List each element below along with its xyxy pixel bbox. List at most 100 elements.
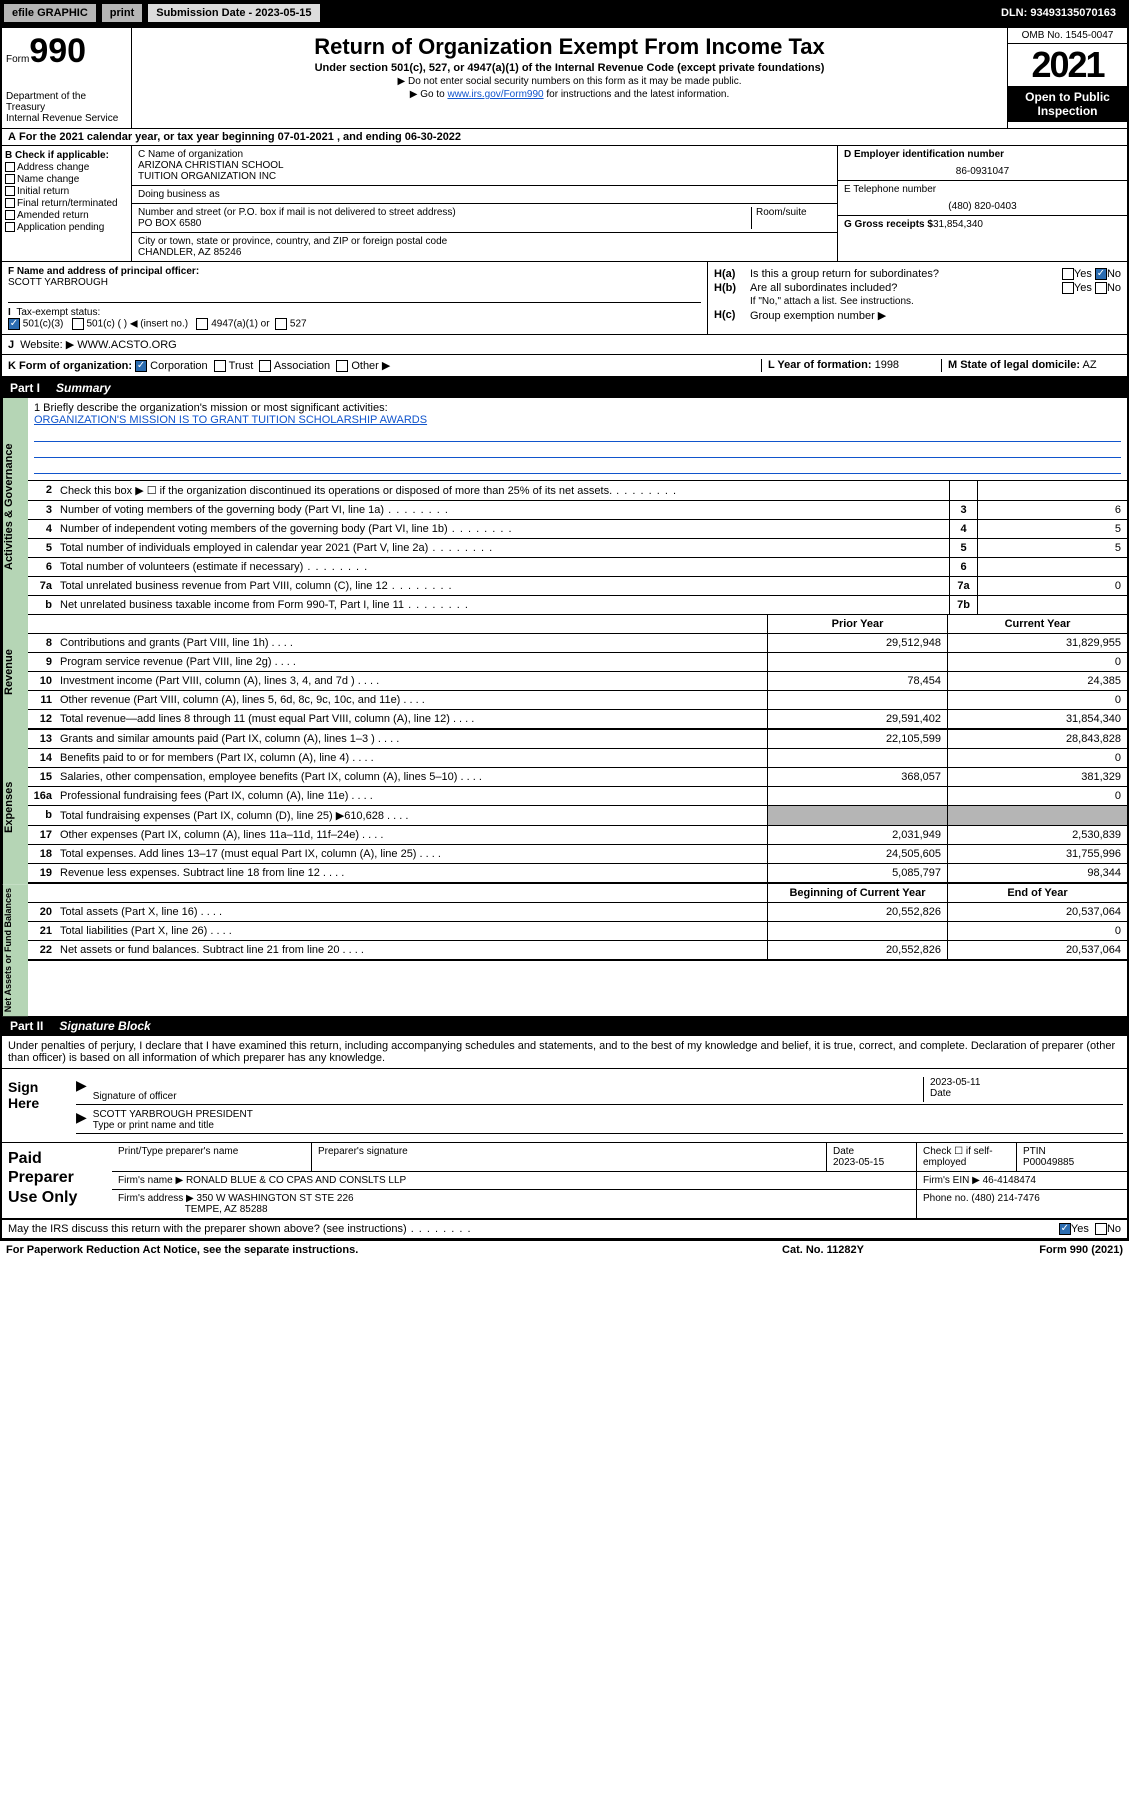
efile-button[interactable]: efile GRAPHIC [3,3,97,23]
prior-year-val: 368,057 [767,768,947,786]
row-text: Total assets (Part X, line 16) [56,903,767,921]
cb-other[interactable] [336,360,348,372]
sig-arrow-icon: ▶ [76,1077,87,1102]
vtab-revenue: Revenue [2,615,28,730]
row-value: 5 [977,539,1127,557]
current-year-val: 2,530,839 [947,826,1127,844]
row-text: Number of independent voting members of … [56,520,949,538]
prior-year-val: 29,512,948 [767,634,947,652]
form-number: 990 [29,32,86,70]
sig-arrow2-icon: ▶ [76,1109,87,1131]
row-num: 16a [28,787,56,805]
cb-final-return[interactable] [5,198,15,208]
row-text: Contributions and grants (Part VIII, lin… [56,634,767,652]
cb-hb-yes[interactable] [1062,282,1074,294]
row-text: Net unrelated business taxable income fr… [56,596,949,614]
row-text: Total number of volunteers (estimate if … [56,558,949,576]
state-domicile: AZ [1082,359,1096,371]
org-name-label: C Name of organization [138,149,831,160]
row-num: b [28,806,56,825]
ein-value: 86-0931047 [844,166,1121,177]
row-num: 13 [28,730,56,748]
cb-discuss-yes[interactable]: ✓ [1059,1223,1071,1235]
row-num: 9 [28,653,56,671]
prior-year-val: 5,085,797 [767,864,947,882]
sig-intro: Under penalties of perjury, I declare th… [2,1036,1127,1069]
cb-hb-no[interactable] [1095,282,1107,294]
cb-501c[interactable] [72,318,84,330]
cb-initial-return[interactable] [5,186,15,196]
gross-receipts-value: 31,854,340 [933,219,983,230]
website-label: Website: ▶ [20,338,74,351]
row-num: 21 [28,922,56,940]
sig-date: 2023-05-11 [930,1077,1123,1088]
print-button[interactable]: print [101,3,143,23]
row-value [977,481,1127,500]
row-value [977,596,1127,614]
cb-ha-no[interactable]: ✓ [1095,268,1107,280]
gross-receipts-label: G Gross receipts $ [844,219,933,230]
prior-year-val [767,653,947,671]
row-num: 18 [28,845,56,863]
discuss-question: May the IRS discuss this return with the… [8,1223,1059,1235]
hb-note: If "No," attach a list. See instructions… [714,296,1121,307]
dept-label: Department of the Treasury Internal Reve… [6,91,127,124]
row-box: 7a [949,577,977,595]
col-b-checkboxes: B Check if applicable: Address change Na… [2,146,132,261]
addr-label: Number and street (or P.O. box if mail i… [138,207,751,218]
cb-ha-yes[interactable] [1062,268,1074,280]
cb-501c3[interactable]: ✓ [8,318,20,330]
row-k-label: K Form of organization: [8,360,132,372]
sign-here-label: Sign Here [2,1069,72,1142]
row-text: Revenue less expenses. Subtract line 18 … [56,864,767,882]
row-value [977,558,1127,576]
cb-assoc[interactable] [259,360,271,372]
prep-sig-label: Preparer's signature [312,1143,827,1171]
row-num: 6 [28,558,56,576]
current-year-val: 0 [947,787,1127,805]
mission-text[interactable]: ORGANIZATION'S MISSION IS TO GRANT TUITI… [34,414,427,426]
year-formation: 1998 [875,359,899,371]
row-box: 6 [949,558,977,576]
open-public-badge: Open to Public Inspection [1008,86,1127,122]
hdr-current-year: Current Year [947,615,1127,633]
irs-link[interactable]: www.irs.gov/Form990 [447,89,543,100]
prior-year-val [767,922,947,940]
cb-address-change[interactable] [5,162,15,172]
col-b-title: B Check if applicable: [5,150,128,161]
hdr-boy: Beginning of Current Year [767,884,947,902]
cb-name-change[interactable] [5,174,15,184]
prep-date: 2023-05-15 [833,1157,884,1168]
cb-amended[interactable] [5,210,15,220]
current-year-val: 0 [947,749,1127,767]
paid-preparer-label: Paid Preparer Use Only [2,1143,112,1218]
cb-4947[interactable] [196,318,208,330]
row-text: Total number of individuals employed in … [56,539,949,557]
current-year-val: 31,829,955 [947,634,1127,652]
submission-date: Submission Date - 2023-05-15 [147,3,320,23]
cb-trust[interactable] [214,360,226,372]
cb-discuss-no[interactable] [1095,1223,1107,1235]
vtab-expenses: Expenses [2,730,28,884]
row-box [949,481,977,500]
current-year-val: 0 [947,922,1127,940]
note-goto: ▶ Go to www.irs.gov/Form990 for instruct… [140,89,999,100]
hdr-eoy: End of Year [947,884,1127,902]
cb-app-pending[interactable] [5,222,15,232]
row-box: 7b [949,596,977,614]
row-text: Check this box ▶ ☐ if the organization d… [56,481,949,500]
form-word: Form [6,54,29,65]
cb-527[interactable] [275,318,287,330]
prior-year-val: 20,552,826 [767,941,947,959]
officer-printed-name: SCOTT YARBROUGH PRESIDENT [93,1109,1123,1120]
sig-of-officer-label: Signature of officer [93,1091,177,1102]
note-goto-post: for instructions and the latest informat… [544,89,730,100]
mission-block: 1 Briefly describe the organization's mi… [28,398,1127,481]
row-text: Benefits paid to or for members (Part IX… [56,749,767,767]
row-num: 10 [28,672,56,690]
cb-corp[interactable]: ✓ [135,360,147,372]
org-city: CHANDLER, AZ 85246 [138,247,831,258]
row-num: 15 [28,768,56,786]
col-c-org-info: C Name of organization ARIZONA CHRISTIAN… [132,146,837,261]
current-year-val: 31,854,340 [947,710,1127,728]
